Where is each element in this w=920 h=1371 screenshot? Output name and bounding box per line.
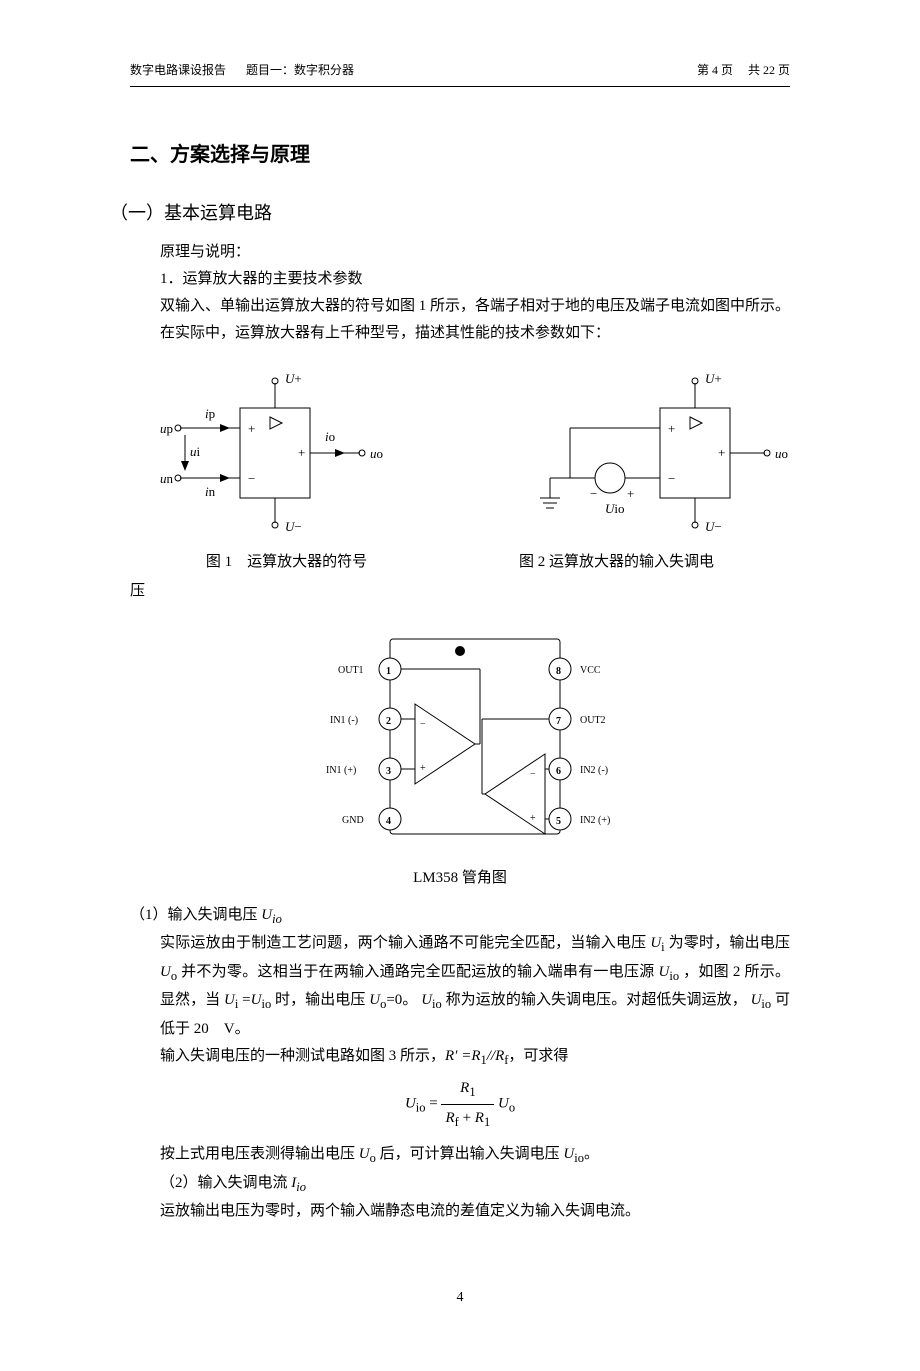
- svg-text:ip: ip: [205, 406, 215, 421]
- svg-text:up: up: [160, 421, 173, 436]
- svg-text:1: 1: [386, 666, 391, 677]
- section-title: 二、方案选择与原理: [130, 137, 790, 173]
- header-page: 第 4 页: [697, 63, 733, 77]
- svg-text:IN1 (-): IN1 (-): [330, 715, 358, 726]
- svg-text:5: 5: [556, 816, 561, 827]
- svg-text:2: 2: [386, 716, 391, 727]
- page-header: 数字电路课设报告 题目一：数字积分器 第 4 页 共 22 页: [130, 60, 790, 87]
- svg-text:Uio: Uio: [605, 501, 625, 516]
- svg-text:IN2 (-): IN2 (-): [580, 765, 608, 776]
- svg-text:GND: GND: [342, 815, 364, 826]
- svg-text:uo: uo: [775, 446, 788, 461]
- item-2-body: 运放输出电压为零时，两个输入端静态电流的差值定义为输入失调电流。: [160, 1198, 790, 1225]
- svg-text:+: +: [718, 445, 725, 460]
- svg-text:8: 8: [556, 666, 561, 677]
- svg-text:+: +: [530, 813, 536, 824]
- svg-text:−: −: [420, 719, 426, 730]
- svg-text:U+: U+: [705, 371, 722, 386]
- item-1-title: （1）输入失调电压 Uio: [130, 902, 790, 931]
- svg-text:−: −: [530, 769, 536, 780]
- item-2-title: （2）输入失调电流 Iio: [160, 1170, 790, 1199]
- svg-text:io: io: [325, 429, 335, 444]
- svg-text:−: −: [590, 486, 597, 501]
- svg-text:7: 7: [556, 716, 561, 727]
- caption-row-12: 图 1 运算放大器的符号 图 2 运算放大器的输入失调电: [130, 549, 790, 576]
- fig2-caption: 图 2 运算放大器的输入失调电: [519, 549, 714, 576]
- svg-text:OUT1: OUT1: [338, 665, 364, 676]
- svg-text:4: 4: [386, 816, 391, 827]
- svg-text:uo: uo: [370, 446, 383, 461]
- svg-text:+: +: [668, 421, 675, 436]
- svg-text:6: 6: [556, 766, 561, 777]
- svg-text:+: +: [298, 445, 305, 460]
- svg-text:U−: U−: [285, 519, 302, 534]
- item-1-test: 输入失调电压的一种测试电路如图 3 所示，R′ =R1//Rf，可求得: [160, 1043, 790, 1072]
- item-1-conclusion: 按上式用电压表测得输出电压 Uo 后，可计算出输入失调电压 Uio。: [160, 1141, 790, 1170]
- intro-label: 原理与说明：: [160, 239, 790, 266]
- footer-page-number: 4: [130, 1285, 790, 1310]
- fig1-caption: 图 1 运算放大器的符号: [206, 549, 367, 576]
- svg-text:U+: U+: [285, 371, 302, 386]
- subsection-title: （一）基本运算电路: [110, 197, 790, 229]
- fig2-caption-tail: 压: [130, 578, 790, 605]
- svg-text:−: −: [668, 471, 675, 486]
- svg-text:VCC: VCC: [580, 665, 601, 676]
- figure-1: U+ U− up ip + un in − ui +: [130, 363, 390, 543]
- fig3-caption: LM358 管角图: [130, 865, 790, 892]
- figure-2: U+ U− + − − + Uio +: [510, 363, 790, 543]
- item-1-body: 实际运放由于制造工艺问题，两个输入通路不可能完全匹配，当输入电压 Ui 为零时，…: [160, 930, 790, 1043]
- svg-text:un: un: [160, 471, 174, 486]
- param-body: 双输入、单输出运算放大器的符号如图 1 所示，各端子相对于地的电压及端子电流如图…: [160, 293, 790, 347]
- svg-text:−: −: [248, 471, 255, 486]
- svg-text:+: +: [420, 763, 426, 774]
- svg-text:+: +: [627, 486, 634, 501]
- svg-text:IN2 (+): IN2 (+): [580, 815, 610, 826]
- svg-text:ui: ui: [190, 444, 201, 459]
- svg-text:OUT2: OUT2: [580, 715, 606, 726]
- header-total: 共 22 页: [748, 63, 790, 77]
- svg-text:IN1 (+): IN1 (+): [326, 765, 356, 776]
- figure-3: 1 2 3 4 OUT1 IN1 (-) IN1 (+) GND 8 7 6 5…: [130, 619, 790, 859]
- param-title: 1．运算放大器的主要技术参数: [160, 266, 790, 293]
- svg-text:U−: U−: [705, 519, 722, 534]
- svg-text:+: +: [248, 421, 255, 436]
- header-report: 数字电路课设报告: [130, 60, 226, 82]
- svg-text:3: 3: [386, 766, 391, 777]
- figure-row-12: U+ U− up ip + un in − ui +: [130, 363, 790, 543]
- header-topic: 题目一：数字积分器: [246, 60, 354, 82]
- svg-text:in: in: [205, 484, 216, 499]
- formula-uio: Uio = R1 Rf + R1 Uo: [130, 1075, 790, 1133]
